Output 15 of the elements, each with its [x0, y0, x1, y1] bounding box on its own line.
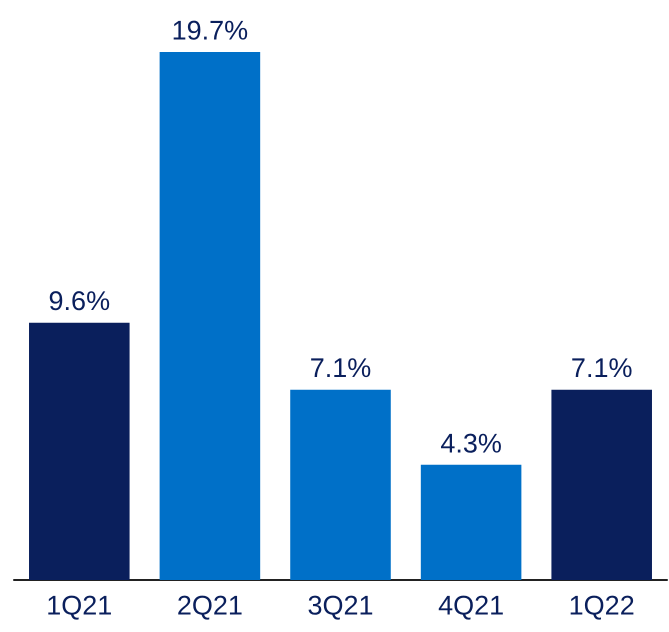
bar — [29, 322, 130, 580]
bar — [160, 52, 260, 580]
bar — [551, 390, 652, 580]
bar — [290, 390, 391, 580]
x-tick-label: 2Q21 — [176, 590, 243, 620]
data-label: 19.7% — [172, 16, 248, 46]
data-label: 7.1% — [310, 353, 372, 384]
bar — [420, 464, 522, 580]
x-tick-label: 3Q21 — [307, 590, 374, 620]
x-tick-label: 1Q21 — [46, 590, 112, 620]
data-label: 9.6% — [48, 286, 110, 316]
x-tick-label: 4Q21 — [438, 590, 504, 620]
data-label: 4.3% — [440, 428, 502, 458]
x-tick-label: 1Q22 — [568, 590, 635, 620]
data-label: 7.1% — [570, 353, 632, 384]
